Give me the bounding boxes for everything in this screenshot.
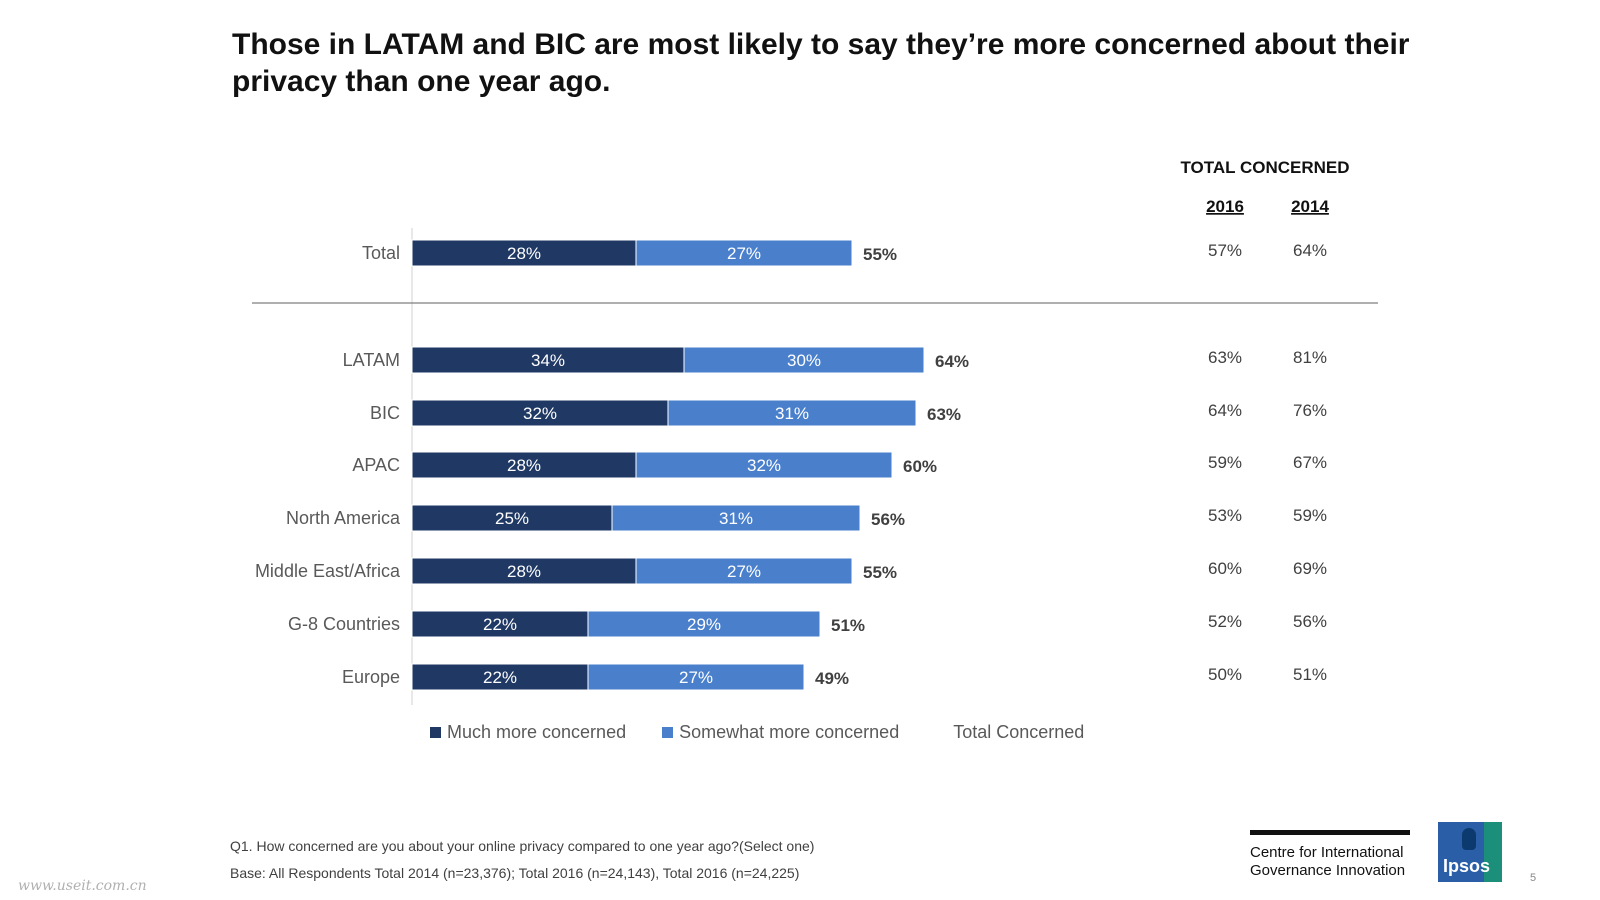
bar-much xyxy=(411,239,637,267)
category-label: LATAM xyxy=(343,350,400,370)
cigi-logo: Centre for International Governance Inno… xyxy=(1250,844,1405,880)
bar-somewhat-label: 31% xyxy=(775,404,809,423)
bar-much xyxy=(411,504,613,532)
cigi-logo-line1: Centre for International xyxy=(1250,844,1404,861)
bar-somewhat xyxy=(611,504,861,532)
bar-much-label: 28% xyxy=(507,244,541,263)
table-value: 67% xyxy=(1293,453,1327,472)
legend-somewhat: Somewhat more concerned xyxy=(662,722,899,743)
footnote-question: Q1. How concerned are you about your onl… xyxy=(230,838,815,854)
footnote-base: Base: All Respondents Total 2014 (n=23,3… xyxy=(230,865,800,881)
bar-much-label: 22% xyxy=(483,668,517,687)
cigi-logo-bar xyxy=(1250,830,1410,835)
bar-much-label: 34% xyxy=(531,351,565,370)
bar-somewhat-label: 27% xyxy=(679,668,713,687)
legend-much-swatch xyxy=(430,727,441,738)
table-value: 56% xyxy=(1293,612,1327,631)
bar-much xyxy=(411,610,589,638)
legend-total: Total Concerned xyxy=(953,722,1084,743)
table-value: 52% xyxy=(1208,612,1242,631)
total-label: 63% xyxy=(927,405,961,424)
bar-somewhat xyxy=(635,557,853,585)
table-year-header: 2014 xyxy=(1291,197,1329,216)
chart-legend: Much more concerned Somewhat more concer… xyxy=(430,722,1120,743)
bar-somewhat xyxy=(587,610,821,638)
bar-much-label: 28% xyxy=(507,456,541,475)
ipsos-head-icon xyxy=(1462,828,1476,850)
total-label: 49% xyxy=(815,669,849,688)
table-year-header: 2016 xyxy=(1206,197,1244,216)
category-label: APAC xyxy=(352,455,400,475)
stacked-bar-chart: Total 28% 27% 55% LATAM 34% 30% 64% BIC 32% 31% 63%… xyxy=(252,158,1378,705)
legend-somewhat-label: Somewhat more concerned xyxy=(679,722,900,742)
bar-much xyxy=(411,557,637,585)
bar-much xyxy=(411,451,637,479)
total-label: 56% xyxy=(871,510,905,529)
table-value: 57% xyxy=(1208,241,1242,260)
bar-much xyxy=(411,663,589,691)
bar-much-label: 32% xyxy=(523,404,557,423)
bar-much-label: 28% xyxy=(507,562,541,581)
category-label: G-8 Countries xyxy=(288,614,400,634)
table-value: 50% xyxy=(1208,665,1242,684)
table-value: 69% xyxy=(1293,559,1327,578)
page-title: Those in LATAM and BIC are most likely t… xyxy=(232,28,1410,98)
table-value: 53% xyxy=(1208,506,1242,525)
category-label: Europe xyxy=(342,667,400,687)
table-value: 60% xyxy=(1208,559,1242,578)
bar-somewhat xyxy=(587,663,805,691)
table-value: 51% xyxy=(1293,665,1327,684)
total-label: 51% xyxy=(831,616,865,635)
legend-much-label: Much more concerned xyxy=(447,722,627,742)
watermark: www.useit.com.cn xyxy=(18,878,147,894)
page-number: 5 xyxy=(1530,872,1537,884)
table-value: 64% xyxy=(1208,401,1242,420)
table-heading: TOTAL CONCERNED xyxy=(1180,158,1349,177)
table-value: 59% xyxy=(1293,506,1327,525)
bar-somewhat-label: 27% xyxy=(727,244,761,263)
total-label: 64% xyxy=(935,352,969,371)
bar-somewhat-label: 31% xyxy=(719,509,753,528)
total-label: 55% xyxy=(863,563,897,582)
category-label: Total xyxy=(362,243,400,263)
legend-much: Much more concerned xyxy=(430,722,626,743)
bar-somewhat xyxy=(683,346,925,374)
bar-somewhat-label: 30% xyxy=(787,351,821,370)
ipsos-logo: Ipsos xyxy=(1438,822,1502,882)
total-label: 60% xyxy=(903,457,937,476)
table-value: 76% xyxy=(1293,401,1327,420)
bar-somewhat-label: 32% xyxy=(747,456,781,475)
bar-much-label: 25% xyxy=(495,509,529,528)
category-label: Middle East/Africa xyxy=(255,561,401,581)
bar-somewhat-label: 27% xyxy=(727,562,761,581)
bar-somewhat xyxy=(667,399,917,427)
legend-somewhat-swatch xyxy=(662,727,674,738)
table-value: 81% xyxy=(1293,348,1327,367)
ipsos-logo-text: Ipsos xyxy=(1443,856,1491,876)
legend-total-label: Total Concerned xyxy=(953,722,1085,742)
bar-much-label: 22% xyxy=(483,615,517,634)
category-label: North America xyxy=(286,508,401,528)
bar-somewhat xyxy=(635,451,893,479)
bar-somewhat xyxy=(635,239,853,267)
table-value: 64% xyxy=(1293,241,1327,260)
ipsos-logo-blue xyxy=(1438,822,1484,882)
bar-somewhat-label: 29% xyxy=(687,615,721,634)
total-label: 55% xyxy=(863,245,897,264)
table-value: 63% xyxy=(1208,348,1242,367)
table-value: 59% xyxy=(1208,453,1242,472)
category-label: BIC xyxy=(370,403,400,423)
cigi-logo-line2: Governance Innovation xyxy=(1250,862,1406,879)
